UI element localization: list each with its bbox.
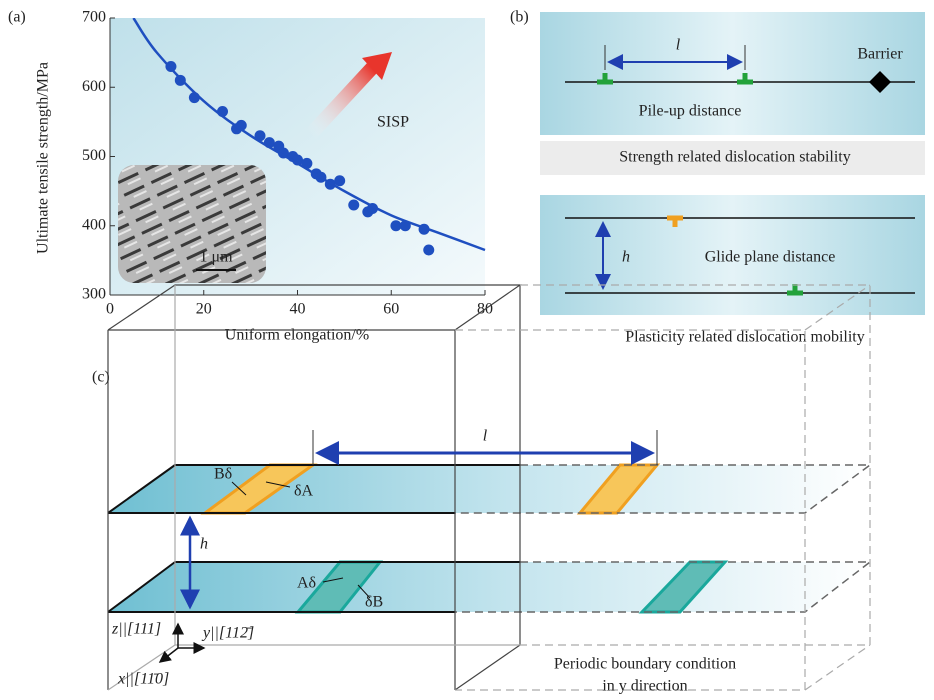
data-point: [348, 199, 359, 210]
y-tick-label: 500: [82, 147, 106, 164]
periodic-label: Periodic boundary condition: [554, 656, 736, 673]
plane: [108, 562, 870, 612]
y-axis-label: y||[112̄]: [201, 625, 254, 642]
delta-a: δA: [294, 483, 314, 500]
y-tick-label: 700: [82, 9, 106, 26]
x-tick-label: 60: [383, 301, 399, 318]
data-point: [423, 244, 434, 255]
y-tick-label: 300: [82, 286, 106, 303]
l-label: l: [483, 428, 488, 445]
data-point: [390, 220, 401, 231]
l-label: l: [676, 37, 681, 54]
x-tick-label: 40: [290, 301, 306, 318]
barrier-label: Barrier: [857, 46, 903, 63]
x-tick-label: 20: [196, 301, 212, 318]
h-label: h: [622, 249, 630, 266]
a-delta: Aδ: [297, 575, 316, 592]
pileup-label: Pile-up distance: [639, 103, 742, 120]
y-axis-label: Ultimate tensile strength/MPa: [35, 62, 52, 254]
panel-c: (c) l h Bδ δA Aδ δB z||[111] y||[112̄] x…: [92, 285, 870, 695]
delta-b: δB: [365, 594, 383, 611]
strength-caption: Strength related dislocation stability: [619, 149, 851, 166]
b-delta: Bδ: [214, 466, 232, 483]
z-axis-label: z||[111]: [111, 621, 161, 638]
panel-b: (b) l Barrier Pile-up distance Strength …: [510, 9, 925, 346]
y-tick-label: 600: [82, 78, 106, 95]
panel-label: (b): [510, 9, 529, 26]
panel-label: (c): [92, 369, 110, 386]
y-tick-label: 400: [82, 216, 106, 233]
h-label: h: [200, 536, 208, 553]
axis-arrow: [160, 648, 178, 662]
inset-micrograph: [118, 165, 266, 283]
annotation: SISP: [377, 114, 409, 131]
x-axis-label: x||[11̄0]: [117, 671, 169, 688]
glide-label: Glide plane distance: [705, 249, 836, 266]
plasticity-caption: Plasticity related dislocation mobility: [625, 329, 865, 346]
data-point: [334, 175, 345, 186]
inset-scale: 1 μm: [199, 249, 233, 266]
panel-label: (a): [8, 9, 26, 26]
x-axis-label: Uniform elongation/%: [225, 327, 369, 344]
figure: (a) SISP 1 μm Uniform elongation/% Ultim…: [0, 0, 934, 700]
x-tick-label: 0: [106, 301, 114, 318]
periodic-label: in y direction: [602, 678, 687, 695]
panel-a: (a) SISP 1 μm Uniform elongation/% Ultim…: [8, 9, 493, 344]
